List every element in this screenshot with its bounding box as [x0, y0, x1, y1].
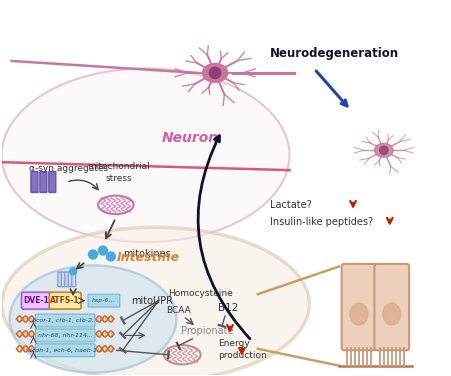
Text: nhr-68, nhr-114...: nhr-68, nhr-114... — [37, 333, 92, 338]
FancyBboxPatch shape — [40, 171, 47, 193]
Text: mitokines: mitokines — [123, 249, 170, 259]
Text: Insulin-like peptides?: Insulin-like peptides? — [269, 217, 372, 227]
Ellipse shape — [2, 227, 308, 376]
Text: Homocysteine: Homocysteine — [167, 289, 232, 298]
FancyBboxPatch shape — [35, 329, 95, 342]
FancyBboxPatch shape — [31, 171, 38, 193]
Ellipse shape — [202, 64, 227, 82]
Text: mitochondrial
stress: mitochondrial stress — [87, 162, 150, 182]
Circle shape — [209, 67, 220, 79]
FancyBboxPatch shape — [22, 292, 51, 309]
FancyBboxPatch shape — [72, 272, 76, 287]
Text: Neuron: Neuron — [161, 131, 218, 146]
Circle shape — [88, 250, 97, 259]
Text: α-syn aggregates: α-syn aggregates — [29, 164, 108, 173]
Circle shape — [98, 246, 107, 255]
Circle shape — [106, 252, 115, 261]
FancyBboxPatch shape — [61, 272, 65, 287]
Ellipse shape — [2, 68, 289, 242]
Text: Intestine: Intestine — [117, 251, 180, 264]
Text: Propionate: Propionate — [180, 326, 233, 336]
Ellipse shape — [98, 196, 133, 214]
Ellipse shape — [350, 303, 367, 325]
Text: Energy
production: Energy production — [217, 340, 266, 360]
FancyBboxPatch shape — [341, 264, 376, 350]
Ellipse shape — [164, 345, 200, 364]
FancyBboxPatch shape — [49, 171, 55, 193]
Text: ATFS-1: ATFS-1 — [50, 296, 80, 305]
Text: BCAA: BCAA — [166, 306, 190, 315]
FancyBboxPatch shape — [88, 294, 120, 307]
Text: DVE-1: DVE-1 — [23, 296, 49, 305]
Circle shape — [69, 268, 76, 275]
Text: B12: B12 — [217, 303, 238, 313]
FancyBboxPatch shape — [35, 314, 95, 327]
Text: mitoUPR: mitoUPR — [130, 296, 172, 306]
Ellipse shape — [382, 303, 400, 325]
FancyBboxPatch shape — [68, 272, 72, 287]
Text: Neurodegeneration: Neurodegeneration — [269, 47, 398, 59]
Text: hsp-6...: hsp-6... — [92, 298, 115, 303]
Ellipse shape — [374, 143, 392, 157]
FancyBboxPatch shape — [58, 272, 62, 287]
FancyBboxPatch shape — [64, 272, 69, 287]
Ellipse shape — [9, 265, 176, 373]
Text: Lactate?: Lactate? — [269, 200, 311, 210]
FancyBboxPatch shape — [35, 344, 95, 357]
FancyBboxPatch shape — [373, 264, 408, 350]
Text: bcor-1, ctb-1, ctb-2...: bcor-1, ctb-1, ctb-2... — [32, 318, 98, 323]
Text: acdh-1, ech-6, haeh-1...: acdh-1, ech-6, haeh-1... — [28, 348, 102, 353]
FancyBboxPatch shape — [49, 292, 81, 309]
Circle shape — [379, 146, 387, 155]
